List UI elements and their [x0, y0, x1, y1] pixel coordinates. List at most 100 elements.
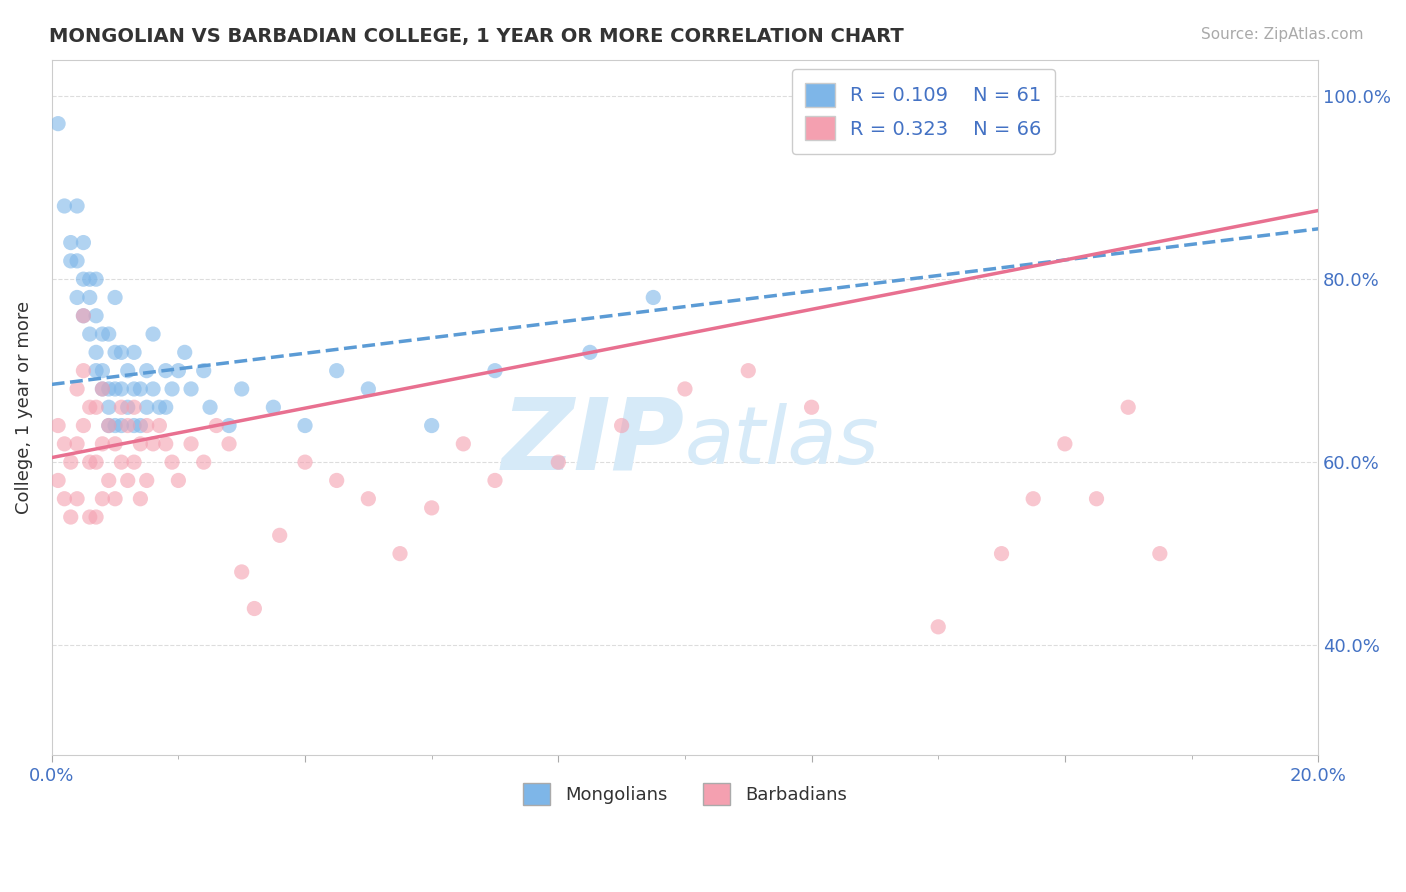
- Point: [148, 401, 170, 415]
- Point: [84, 272, 107, 286]
- Point: [59, 510, 82, 524]
- Point: [79, 455, 101, 469]
- Point: [325, 364, 347, 378]
- Point: [72, 235, 94, 250]
- Point: [388, 547, 411, 561]
- Point: [135, 474, 157, 488]
- Point: [173, 345, 195, 359]
- Point: [142, 327, 165, 342]
- Point: [117, 474, 139, 488]
- Point: [66, 437, 89, 451]
- Point: [46, 474, 69, 488]
- Point: [104, 437, 127, 451]
- Text: MONGOLIAN VS BARBADIAN COLLEGE, 1 YEAR OR MORE CORRELATION CHART: MONGOLIAN VS BARBADIAN COLLEGE, 1 YEAR O…: [49, 27, 904, 45]
- Point: [148, 418, 170, 433]
- Point: [66, 199, 89, 213]
- Point: [53, 199, 76, 213]
- Point: [135, 418, 157, 433]
- Point: [357, 382, 380, 396]
- Point: [193, 455, 215, 469]
- Point: [1022, 491, 1045, 506]
- Point: [84, 309, 107, 323]
- Point: [46, 117, 69, 131]
- Point: [122, 401, 145, 415]
- Point: [91, 437, 114, 451]
- Point: [104, 345, 127, 359]
- Point: [484, 474, 506, 488]
- Point: [91, 382, 114, 396]
- Point: [97, 382, 120, 396]
- Point: [66, 382, 89, 396]
- Point: [218, 437, 240, 451]
- Point: [167, 364, 190, 378]
- Point: [205, 418, 228, 433]
- Point: [294, 455, 316, 469]
- Point: [1085, 491, 1108, 506]
- Point: [91, 364, 114, 378]
- Text: Source: ZipAtlas.com: Source: ZipAtlas.com: [1201, 27, 1364, 42]
- Point: [97, 401, 120, 415]
- Point: [420, 500, 443, 515]
- Point: [155, 401, 177, 415]
- Point: [91, 491, 114, 506]
- Point: [180, 382, 202, 396]
- Point: [117, 401, 139, 415]
- Point: [155, 364, 177, 378]
- Point: [72, 309, 94, 323]
- Point: [66, 491, 89, 506]
- Point: [53, 437, 76, 451]
- Point: [79, 327, 101, 342]
- Point: [79, 290, 101, 304]
- Point: [104, 418, 127, 433]
- Text: ZIP: ZIP: [502, 393, 685, 491]
- Point: [91, 382, 114, 396]
- Point: [84, 345, 107, 359]
- Point: [59, 235, 82, 250]
- Point: [180, 437, 202, 451]
- Point: [91, 327, 114, 342]
- Point: [135, 364, 157, 378]
- Point: [453, 437, 475, 451]
- Point: [547, 455, 569, 469]
- Point: [46, 418, 69, 433]
- Point: [104, 382, 127, 396]
- Point: [79, 510, 101, 524]
- Point: [97, 474, 120, 488]
- Point: [72, 418, 94, 433]
- Text: atlas: atlas: [685, 403, 880, 481]
- Point: [262, 401, 284, 415]
- Point: [1053, 437, 1076, 451]
- Point: [117, 418, 139, 433]
- Point: [243, 601, 266, 615]
- Point: [142, 382, 165, 396]
- Point: [79, 272, 101, 286]
- Point: [72, 364, 94, 378]
- Point: [117, 364, 139, 378]
- Point: [673, 382, 696, 396]
- Point: [84, 510, 107, 524]
- Point: [1149, 547, 1171, 561]
- Point: [218, 418, 240, 433]
- Point: [84, 455, 107, 469]
- Point: [325, 474, 347, 488]
- Point: [610, 418, 633, 433]
- Legend: Mongolians, Barbadians: Mongolians, Barbadians: [512, 772, 858, 815]
- Point: [122, 418, 145, 433]
- Point: [97, 418, 120, 433]
- Point: [1116, 401, 1139, 415]
- Point: [294, 418, 316, 433]
- Point: [155, 437, 177, 451]
- Point: [66, 290, 89, 304]
- Point: [231, 565, 253, 579]
- Point: [193, 364, 215, 378]
- Y-axis label: College, 1 year or more: College, 1 year or more: [15, 301, 32, 514]
- Point: [104, 491, 127, 506]
- Point: [800, 401, 823, 415]
- Point: [927, 620, 949, 634]
- Point: [737, 364, 759, 378]
- Point: [97, 327, 120, 342]
- Point: [167, 474, 190, 488]
- Point: [110, 401, 132, 415]
- Point: [104, 290, 127, 304]
- Point: [66, 253, 89, 268]
